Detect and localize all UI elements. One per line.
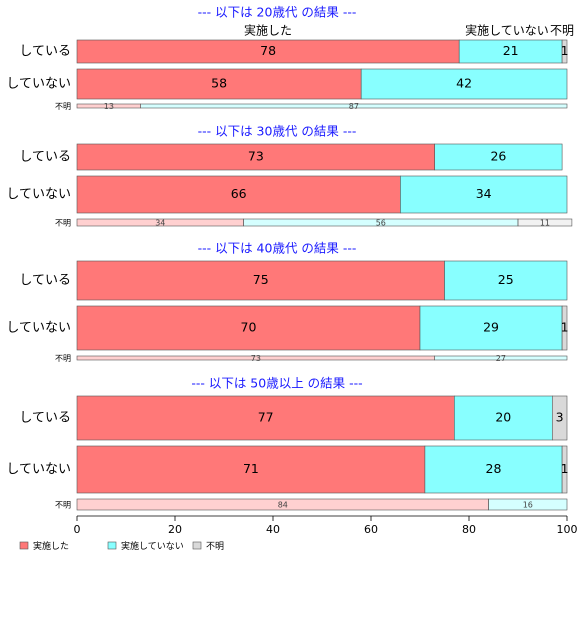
bar-value-label: 75 (253, 272, 269, 287)
row-label: していない (6, 462, 71, 477)
bar-value-label: 58 (211, 76, 227, 91)
bar-value-label: 77 (258, 410, 274, 425)
x-tick-label: 20 (168, 523, 182, 536)
bar-value-label: 78 (260, 43, 276, 58)
bar-value-label: 21 (503, 43, 519, 58)
bar-value-label: 87 (349, 102, 359, 111)
bar-value-label: 34 (476, 186, 492, 201)
row-label: 不明 (55, 501, 71, 510)
bar-value-label: 73 (248, 149, 264, 164)
bar-segment (561, 305, 568, 351)
bar-segment (400, 175, 568, 214)
x-tick-label: 80 (462, 523, 476, 536)
bar-value-label: 27 (496, 354, 506, 363)
bar-value-label: 56 (376, 219, 386, 228)
bar-segment (419, 305, 563, 351)
row-label: 不明 (55, 219, 71, 228)
legend-entry: 実施していない (121, 540, 184, 552)
bar-value-label: 1 (561, 461, 569, 476)
bar-value-label: 66 (231, 186, 247, 201)
bar-segment (76, 143, 436, 171)
bar-segment (434, 355, 568, 361)
top-label-unknown: 不明 (550, 24, 574, 38)
x-tick-label: 0 (74, 523, 81, 536)
bar-value-label: 73 (251, 354, 261, 363)
bar-segment (444, 260, 568, 301)
bar-value-label: 26 (490, 149, 506, 164)
bar-value-label: 84 (278, 501, 288, 510)
bar-value-label: 71 (243, 461, 259, 476)
bar-value-label: 1 (561, 43, 569, 58)
row-label: している (19, 44, 71, 59)
bar-segment (76, 445, 426, 494)
legend-entry: 実施した (33, 540, 69, 552)
bar-value-label: 3 (556, 410, 564, 425)
bar-segment (76, 305, 421, 351)
bar-segment (551, 395, 568, 441)
legend-swatch (19, 541, 29, 550)
row-label: していない (6, 77, 71, 92)
bar-value-label: 13 (104, 102, 114, 111)
bar-value-label: 70 (241, 320, 257, 335)
legend-swatch (107, 541, 117, 550)
bar-value-label: 25 (498, 272, 514, 287)
bar-segment (517, 218, 573, 227)
bar-segment (76, 260, 445, 301)
x-tick-label: 100 (557, 523, 578, 536)
row-label: している (19, 273, 71, 288)
row-label: 不明 (55, 102, 71, 111)
bar-value-label: 42 (456, 76, 472, 91)
row-label: している (19, 150, 71, 165)
bar-segment (434, 143, 563, 171)
x-tick-label: 40 (266, 523, 280, 536)
panel-title: --- 以下は 40歳代 の結果 --- (198, 241, 357, 256)
bar-value-label: 1 (561, 320, 569, 335)
bar-segment (561, 39, 568, 64)
bar-segment (488, 498, 568, 511)
top-label-not-done: 実施していない (465, 23, 549, 38)
panel-title: --- 以下は 50歳以上 の結果 --- (191, 376, 362, 391)
bar-value-label: 20 (495, 410, 511, 425)
bar-value-label: 16 (523, 501, 533, 510)
panel-title: --- 以下は 20歳代 の結果 --- (198, 5, 357, 20)
row-label: していない (6, 187, 71, 202)
legend-entry: 不明 (206, 541, 224, 552)
row-label: 不明 (55, 354, 71, 363)
bar-value-label: 34 (155, 219, 165, 228)
bar-segment (561, 445, 568, 494)
bar-segment (360, 68, 568, 100)
bar-value-label: 28 (486, 461, 502, 476)
top-label-done: 実施した (244, 23, 292, 38)
bar-segment (424, 445, 563, 494)
bar-segment (76, 395, 455, 441)
row-label: している (19, 411, 71, 426)
bar-segment (453, 395, 553, 441)
bar-value-label: 11 (540, 219, 550, 228)
legend-swatch (192, 541, 202, 550)
bar-segment (76, 175, 401, 214)
x-tick-label: 60 (364, 523, 378, 536)
bar-value-label: 29 (483, 320, 499, 335)
panel-title: --- 以下は 30歳代 の結果 --- (198, 124, 357, 139)
bar-segment (140, 103, 568, 109)
row-label: していない (6, 321, 71, 336)
